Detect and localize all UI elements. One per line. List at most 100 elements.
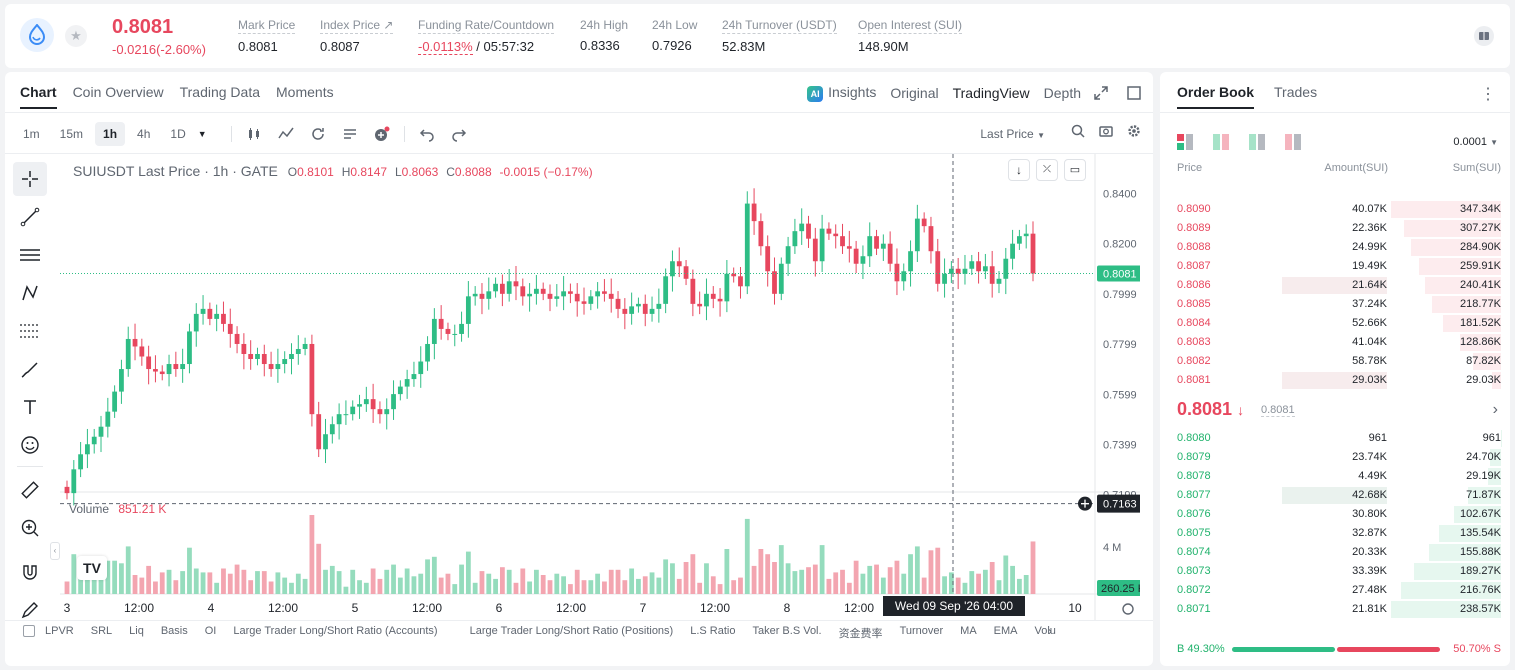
magnet-tool-icon[interactable] — [13, 555, 47, 589]
sui-coin-icon[interactable] — [20, 18, 54, 52]
candle-type-icon[interactable] — [246, 126, 262, 142]
indicator-item[interactable]: MA — [960, 625, 977, 637]
emoji-tool-icon[interactable] — [13, 428, 47, 462]
crosshair-tool-icon[interactable] — [13, 162, 47, 196]
brush-tool-icon[interactable] — [13, 352, 47, 386]
bid-row[interactable]: 0.8074 20.33K 155.88K — [1177, 543, 1501, 562]
bid-row[interactable]: 0.8079 23.74K 24.70K — [1177, 448, 1501, 467]
row-amount: 58.78K — [1352, 355, 1387, 367]
layout-asks-icon[interactable] — [1285, 134, 1301, 150]
bid-row[interactable]: 0.8072 27.48K 216.76K — [1177, 581, 1501, 600]
add-indicator-icon[interactable] — [374, 126, 390, 142]
bid-row[interactable]: 0.8071 21.81K 238.57K — [1177, 600, 1501, 619]
layout-bids-icon[interactable] — [1249, 134, 1265, 150]
indicator-item[interactable]: OI — [204, 625, 217, 637]
bid-row[interactable]: 0.8077 42.68K 71.87K — [1177, 486, 1501, 505]
bid-row[interactable]: 0.8073 33.39K 189.27K — [1177, 562, 1501, 581]
timeframe-1m[interactable]: 1m — [23, 127, 40, 141]
tab-trading-data[interactable]: Trading Data — [179, 84, 261, 100]
indicator-item[interactable]: 资金费率 — [838, 628, 883, 640]
view-depth[interactable]: Depth — [1043, 85, 1081, 101]
precision-select[interactable]: 0.0001 ▼ — [1453, 136, 1498, 148]
indicator-item[interactable]: Basis — [160, 625, 188, 637]
indicator-item[interactable]: Large Trader Long/Short Ratio (Accounts) — [233, 625, 438, 637]
favorite-star-icon[interactable]: ★ — [65, 25, 87, 47]
fib-tool-icon[interactable] — [13, 314, 47, 348]
ask-row[interactable]: 0.8088 24.99K 284.90K — [1177, 238, 1501, 257]
ruler-tool-icon[interactable] — [13, 473, 47, 507]
indicator-item[interactable]: Taker B.S Vol. — [752, 625, 822, 637]
stat-funding-rate[interactable]: Funding Rate/Countdown -0.0113% / 05:57:… — [418, 18, 555, 55]
tab-trades[interactable]: Trades — [1274, 84, 1318, 100]
pencil-tool-icon[interactable] — [13, 593, 47, 627]
settings-gear-icon[interactable] — [1127, 124, 1141, 138]
guide-book-icon[interactable] — [1474, 26, 1494, 46]
refresh-icon[interactable] — [310, 126, 326, 142]
chevron-right-icon[interactable]: › — [1048, 624, 1052, 638]
chevron-right-icon[interactable]: › — [1492, 401, 1498, 418]
zoom-in-tool-icon[interactable] — [13, 511, 47, 545]
indicator-item[interactable]: Volu — [1034, 625, 1056, 637]
layout-split-icon[interactable] — [1213, 134, 1229, 150]
ask-row[interactable]: 0.8085 37.24K 218.77K — [1177, 295, 1501, 314]
tab-order-book[interactable]: Order Book — [1177, 84, 1255, 109]
tab-coin-overview[interactable]: Coin Overview — [72, 84, 164, 100]
pattern-tool-icon[interactable] — [13, 276, 47, 310]
window-mode-icon[interactable] — [1127, 86, 1141, 103]
collapse-pane-icon[interactable]: ⤫ — [1036, 159, 1058, 181]
ask-row[interactable]: 0.8084 52.66K 181.52K — [1177, 314, 1501, 333]
horizontal-lines-tool-icon[interactable] — [13, 238, 47, 272]
price-chart[interactable]: 0.8400 0.8200 0.7999 0.7799 0.7599 0.7399 0.71… — [60, 154, 1140, 620]
undo-icon[interactable] — [419, 126, 435, 142]
ask-row[interactable]: 0.8083 41.04K 128.86K — [1177, 333, 1501, 352]
timeframe-15m[interactable]: 15m — [59, 127, 84, 141]
more-menu-icon[interactable]: ⋮ — [1480, 86, 1496, 103]
row-amount: 27.48K — [1352, 584, 1387, 596]
tab-chart[interactable]: Chart — [20, 84, 57, 109]
expand-icon[interactable] — [1094, 86, 1108, 103]
timeframe-1h[interactable]: 1h — [95, 122, 126, 146]
view-insights[interactable]: AI Insights — [807, 84, 876, 102]
bid-row[interactable]: 0.8075 32.87K 135.54K — [1177, 524, 1501, 543]
ask-row[interactable]: 0.8089 22.36K 307.27K — [1177, 219, 1501, 238]
indicator-item[interactable]: Turnover — [899, 625, 944, 637]
view-tradingview[interactable]: TradingView — [952, 85, 1030, 101]
ask-row[interactable]: 0.8082 58.78K 87.82K — [1177, 352, 1501, 371]
redo-icon[interactable] — [451, 126, 467, 142]
trendline-tool-icon[interactable] — [13, 200, 47, 234]
indicator-toggle-checkbox[interactable] — [23, 625, 35, 637]
timeframe-4h[interactable]: 4h — [137, 127, 151, 141]
scroll-down-icon[interactable]: ↓ — [1008, 159, 1030, 181]
stat-index-price[interactable]: Index Price ↗ 0.8087 — [320, 18, 394, 54]
ask-row[interactable]: 0.8087 19.49K 259.91K — [1177, 257, 1501, 276]
indicator-item[interactable]: EMA — [993, 625, 1018, 637]
camera-icon[interactable] — [1099, 124, 1113, 138]
collapse-tools-icon[interactable]: ‹ — [50, 542, 60, 560]
layout-both-icon[interactable] — [1177, 134, 1193, 150]
price-source-select[interactable]: Last Price ▼ — [980, 127, 1045, 141]
ask-row[interactable]: 0.8090 40.07K 347.34K — [1177, 200, 1501, 219]
search-icon[interactable] — [1071, 124, 1085, 138]
indicator-item[interactable]: LPVR — [45, 625, 74, 637]
indicator-item[interactable]: L.S Ratio — [690, 625, 736, 637]
view-original[interactable]: Original — [890, 85, 939, 101]
ask-row[interactable]: 0.8086 21.64K 240.41K — [1177, 276, 1501, 295]
stat-24h-turnover[interactable]: 24h Turnover (USDT) 52.83M — [722, 18, 837, 54]
bid-row[interactable]: 0.8080 961 961 — [1177, 429, 1501, 448]
bid-row[interactable]: 0.8078 4.49K 29.19K — [1177, 467, 1501, 486]
indicator-item[interactable]: Liq — [129, 625, 144, 637]
ask-row[interactable]: 0.8081 29.03K 29.03K — [1177, 371, 1501, 390]
bid-row[interactable]: 0.8076 30.80K 102.67K — [1177, 505, 1501, 524]
tab-moments[interactable]: Moments — [276, 84, 334, 100]
indicators-icon[interactable] — [278, 126, 294, 142]
templates-icon[interactable] — [342, 126, 358, 142]
timeframe-1d[interactable]: 1D — [170, 127, 186, 141]
indicator-item[interactable]: Large Trader Long/Short Ratio (Positions… — [469, 625, 674, 637]
maximize-pane-icon[interactable]: ▭ — [1064, 159, 1086, 181]
stat-open-interest[interactable]: Open Interest (SUI) 148.90M — [858, 18, 963, 54]
cursor-price-tag: 0.7163 — [1103, 499, 1137, 511]
text-tool-icon[interactable] — [13, 390, 47, 424]
indicator-item[interactable]: SRL — [90, 625, 113, 637]
timeframe-dropdown-icon[interactable]: ▼ — [197, 129, 207, 139]
stat-mark-price[interactable]: Mark Price 0.8081 — [238, 18, 296, 54]
